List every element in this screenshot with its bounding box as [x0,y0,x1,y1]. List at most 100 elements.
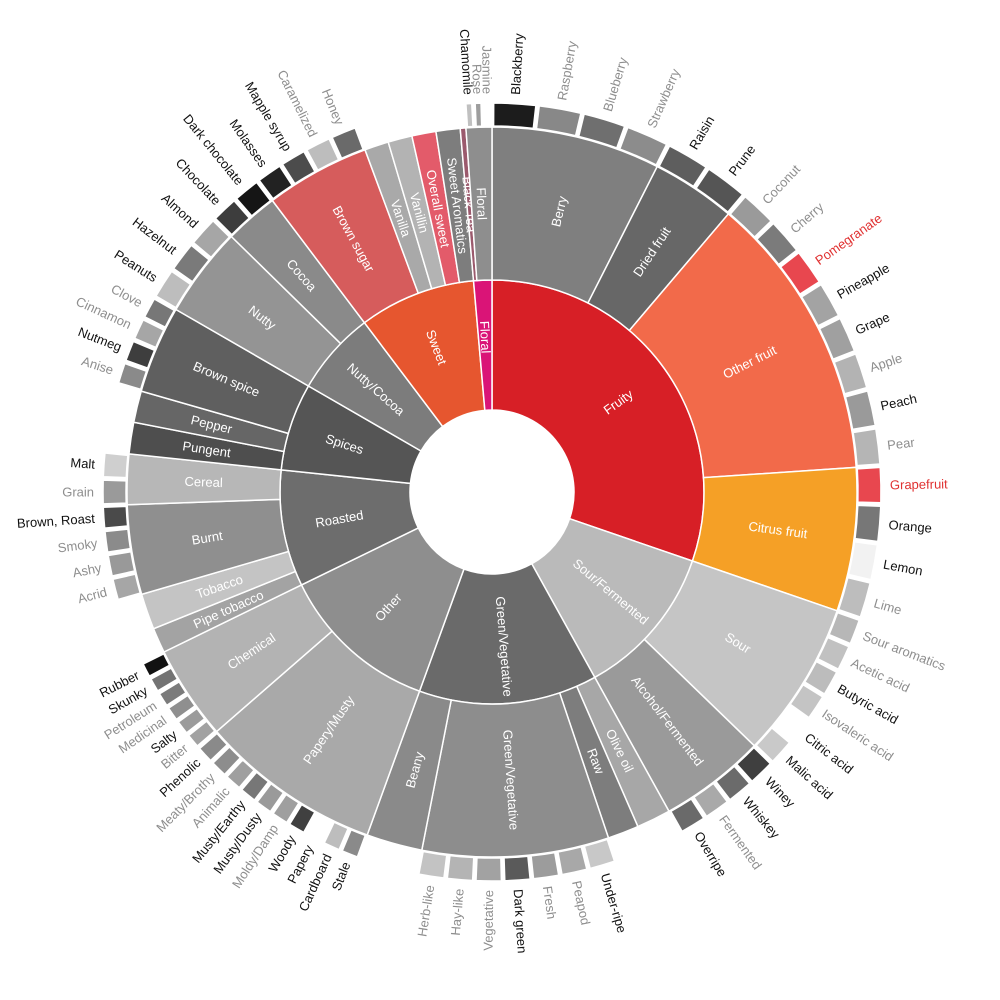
segment-leaf-peach[interactable] [844,389,877,431]
label-honey: Honey [319,87,347,128]
segment-leaf-whiskey[interactable] [714,765,751,801]
segment-leaf-blackberry[interactable] [492,102,537,130]
segment-leaf-lime[interactable] [837,576,872,618]
label-blueberry: Blueberry [600,55,631,113]
segment-leaf-medicinal[interactable] [167,694,197,721]
segment-leaf-almond[interactable] [192,219,231,259]
segment-leaf-meaty-brothy[interactable] [211,745,242,776]
label-whiskey: Whiskey [740,794,783,842]
label-grain: Grain [62,485,94,500]
segment-leaf-dark-chocolate[interactable] [235,181,272,217]
segment-leaf-malt[interactable] [102,452,129,479]
label-chamomile: Chamomile [457,29,476,96]
segment-leaf-isovaleric-acid[interactable] [789,683,824,719]
segment-leaf-under-ripe[interactable] [583,838,616,870]
segment-leaf-grape[interactable] [818,317,856,361]
inner-label-floral: Floral [477,321,493,354]
segment-leaf-caramelized[interactable] [305,137,340,172]
segment-leaf-hazelnut[interactable] [172,244,211,283]
label-hazelnut: Hazelnut [130,214,180,257]
segment-middle-other-fruit[interactable] [628,212,857,479]
segment-leaf-pear[interactable] [852,427,881,467]
segment-leaf-fresh[interactable] [530,851,560,880]
label-almond: Almond [159,190,202,231]
segment-leaf-jasmine[interactable] [483,102,492,127]
label-fresh: Fresh [540,885,559,920]
center-hole [410,410,574,574]
label-grapefruit: Grapefruit [890,476,948,492]
segment-leaf-peanuts[interactable] [154,270,192,309]
segment-leaf-chocolate[interactable] [214,199,251,236]
label-herb-like: Herb-like [414,884,437,938]
segment-leaf-orange[interactable] [854,504,882,543]
segment-leaf-fermented[interactable] [692,782,729,818]
segment-leaf-moldy-damp[interactable] [272,793,300,824]
segment-leaf-citric-acid[interactable] [772,705,808,742]
segment-leaf-acrid[interactable] [112,573,142,601]
label-malt: Malt [70,455,96,472]
segment-leaf-bitter[interactable] [187,720,216,748]
segment-leaf-stale[interactable] [341,828,367,858]
segment-leaf-winey[interactable] [735,746,772,783]
mid-label-cereal: Cereal [184,474,223,490]
segment-leaf-salty[interactable] [177,707,206,734]
mid-label-pungent: Pungent [182,438,233,460]
label-raisin: Raisin [686,113,717,152]
segment-leaf-coconut[interactable] [729,195,773,239]
segment-leaf-raspberry[interactable] [535,105,582,137]
segment-leaf-grapefruit[interactable] [856,466,882,504]
segment-leaf-musty-dusty[interactable] [256,782,285,813]
segment-leaf-woody[interactable] [288,803,316,834]
segment-leaf-strawberry[interactable] [618,126,668,166]
segment-leaf-raisin[interactable] [658,144,708,188]
segment-leaf-honey[interactable] [331,126,365,160]
segment-leaf-skunky[interactable] [149,667,179,692]
segment-leaf-overripe[interactable] [669,797,705,833]
segment-leaf-petroleum[interactable] [158,680,187,707]
segment-leaf-lemon[interactable] [847,540,879,581]
segment-leaf-sour-aromatics[interactable] [828,611,861,645]
mid-label-berry: Berry [548,194,570,228]
segment-leaf-brown-roast[interactable] [102,505,129,529]
segment-leaf-apple[interactable] [833,352,868,395]
label-apple: Apple [868,350,904,375]
segment-leaf-vegetative[interactable] [475,856,503,882]
segment-leaf-clove[interactable] [143,297,176,329]
segment-leaf-blueberry[interactable] [577,113,626,149]
segment-leaf-acetic-acid[interactable] [816,636,850,671]
segment-leaf-rose[interactable] [474,102,483,128]
segment-leaf-herb-like[interactable] [417,850,448,879]
segment-leaf-chamomile[interactable] [465,102,474,128]
segment-leaf-molasses[interactable] [258,165,294,200]
segment-middle-floral[interactable] [465,126,493,282]
segment-leaf-nutmeg[interactable] [125,340,156,370]
segment-leaf-cinnamon[interactable] [133,318,165,349]
label-raspberry: Raspberry [554,39,579,101]
segment-leaf-hay-like[interactable] [446,854,475,882]
label-strawberry: Strawberry [644,66,683,130]
segment-leaf-peapod[interactable] [557,846,588,876]
segment-leaf-musty-earthy[interactable] [240,771,270,802]
label-prune: Prune [726,142,759,179]
segment-leaf-butyric-acid[interactable] [803,660,838,695]
segment-leaf-cardboard[interactable] [323,821,350,851]
segment-leaf-pineapple[interactable] [800,283,840,327]
segment-leaf-ashy[interactable] [107,550,136,577]
label-peanuts: Peanuts [112,247,161,285]
segment-leaf-smoky[interactable] [104,528,132,553]
segment-leaf-malic-acid[interactable] [755,726,791,763]
segment-leaf-papery[interactable] [305,812,333,843]
mid-label-green-vegetative: Green/Vegetative [500,729,522,830]
segment-leaf-phenolic[interactable] [198,732,229,762]
segment-leaf-mapple-syrup[interactable] [281,150,316,185]
segment-leaf-rubber[interactable] [142,652,171,678]
segment-leaf-cherry[interactable] [755,222,798,266]
segment-leaf-animalic[interactable] [225,758,256,789]
label-ashy: Ashy [71,560,103,580]
segment-leaf-dark-green[interactable] [503,855,531,882]
label-blackberry: Blackberry [508,32,527,95]
segment-leaf-anise[interactable] [117,362,148,391]
segment-leaf-pomegranate[interactable] [779,251,821,296]
segment-leaf-grain[interactable] [102,479,127,505]
segment-leaf-prune[interactable] [695,168,744,214]
